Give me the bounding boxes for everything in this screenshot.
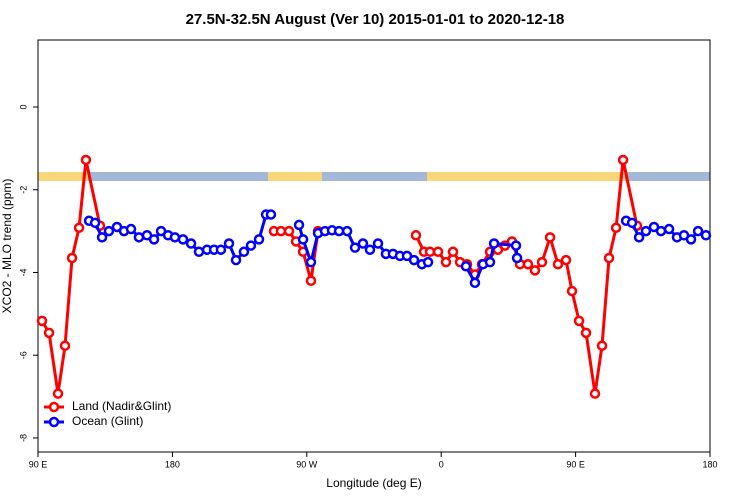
point	[529, 265, 541, 276]
point	[297, 234, 309, 245]
point	[245, 240, 257, 251]
point	[552, 258, 564, 270]
point	[169, 232, 181, 243]
point	[275, 225, 287, 237]
ocean-strip	[38, 172, 710, 181]
point	[432, 246, 444, 258]
point	[66, 252, 78, 264]
point	[265, 209, 277, 220]
legend-marker	[48, 401, 60, 413]
point	[685, 234, 697, 245]
point	[349, 242, 361, 253]
point	[544, 232, 556, 243]
point	[59, 340, 71, 351]
point	[700, 229, 712, 241]
point	[185, 238, 197, 249]
land-strip	[38, 172, 88, 181]
point	[215, 244, 227, 255]
point	[193, 246, 205, 258]
point	[80, 154, 92, 166]
point	[148, 234, 160, 245]
point	[283, 225, 295, 237]
legend-label: Land (Nadir&Glint)	[72, 399, 171, 413]
point	[43, 327, 55, 339]
y-tick-label: -4	[18, 268, 28, 276]
point	[440, 256, 452, 268]
point	[692, 225, 704, 237]
point	[460, 261, 472, 272]
chart-title: 27.5N-32.5N August (Ver 10) 2015-01-01 t…	[186, 11, 565, 28]
point	[560, 254, 572, 266]
point	[96, 232, 108, 243]
x-tick-label: 180	[165, 459, 180, 469]
point	[422, 256, 434, 268]
point	[52, 388, 64, 399]
land-strip	[268, 172, 322, 181]
point	[580, 327, 592, 339]
point	[640, 225, 652, 237]
point	[177, 234, 189, 245]
point	[230, 254, 242, 266]
y-tick-label: -8	[18, 434, 28, 442]
point	[617, 154, 629, 166]
point	[103, 225, 115, 237]
point	[573, 315, 585, 327]
point	[253, 234, 265, 245]
point	[596, 340, 608, 351]
point	[469, 277, 481, 289]
point	[488, 238, 500, 249]
point	[447, 246, 459, 258]
point	[73, 222, 85, 234]
point	[603, 252, 615, 264]
point	[589, 388, 601, 399]
point	[626, 217, 638, 229]
point	[484, 256, 496, 268]
y-tick-label: -2	[18, 186, 28, 194]
land-strip	[427, 172, 625, 181]
x-tick-label: 0	[439, 459, 444, 469]
point	[522, 258, 534, 270]
y-tick-label: -6	[18, 351, 28, 359]
point	[364, 244, 376, 255]
legend-label: Ocean (Glint)	[72, 414, 143, 428]
x-tick-label: 180	[702, 459, 717, 469]
y-axis-label: XCO2 - MLO trend (ppm)	[0, 179, 14, 314]
legend-marker	[48, 416, 60, 428]
point	[511, 252, 523, 264]
point	[238, 246, 250, 258]
x-tick-label: 90 E	[29, 459, 48, 469]
point	[663, 223, 675, 235]
point	[610, 222, 622, 234]
point	[633, 232, 645, 243]
land-ocean-strip	[38, 172, 710, 181]
x-tick-label: 90 W	[296, 459, 318, 469]
point	[566, 285, 578, 297]
point	[510, 240, 522, 251]
point	[536, 256, 548, 268]
plot-frame	[37, 39, 711, 453]
point	[223, 238, 235, 249]
point	[305, 275, 317, 286]
x-tick-label: 90 E	[566, 459, 585, 469]
point	[333, 225, 345, 237]
point	[125, 223, 137, 235]
point	[133, 232, 145, 243]
point	[305, 256, 317, 268]
point	[408, 254, 420, 266]
point	[410, 229, 422, 241]
point	[89, 217, 101, 229]
point	[357, 238, 369, 249]
series-line	[40, 159, 639, 394]
point	[293, 219, 305, 231]
point	[372, 238, 384, 249]
point	[424, 246, 436, 258]
point	[36, 315, 48, 327]
point	[341, 225, 353, 237]
x-axis-label: Longitude (deg E)	[326, 476, 421, 490]
point	[655, 225, 667, 237]
y-tick-label: 0	[18, 105, 28, 110]
